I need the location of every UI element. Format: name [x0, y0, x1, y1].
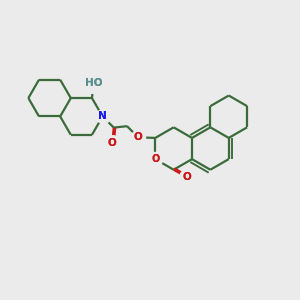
- Text: O: O: [151, 154, 159, 164]
- Text: N: N: [98, 111, 107, 122]
- Text: HO: HO: [85, 78, 102, 88]
- Text: O: O: [134, 132, 142, 142]
- Text: O: O: [183, 172, 191, 182]
- Text: O: O: [183, 172, 191, 182]
- Text: O: O: [151, 154, 159, 164]
- Text: O: O: [108, 138, 117, 148]
- Text: HO: HO: [85, 78, 102, 88]
- Text: O: O: [108, 138, 117, 148]
- Text: N: N: [98, 111, 107, 122]
- Text: O: O: [134, 132, 142, 142]
